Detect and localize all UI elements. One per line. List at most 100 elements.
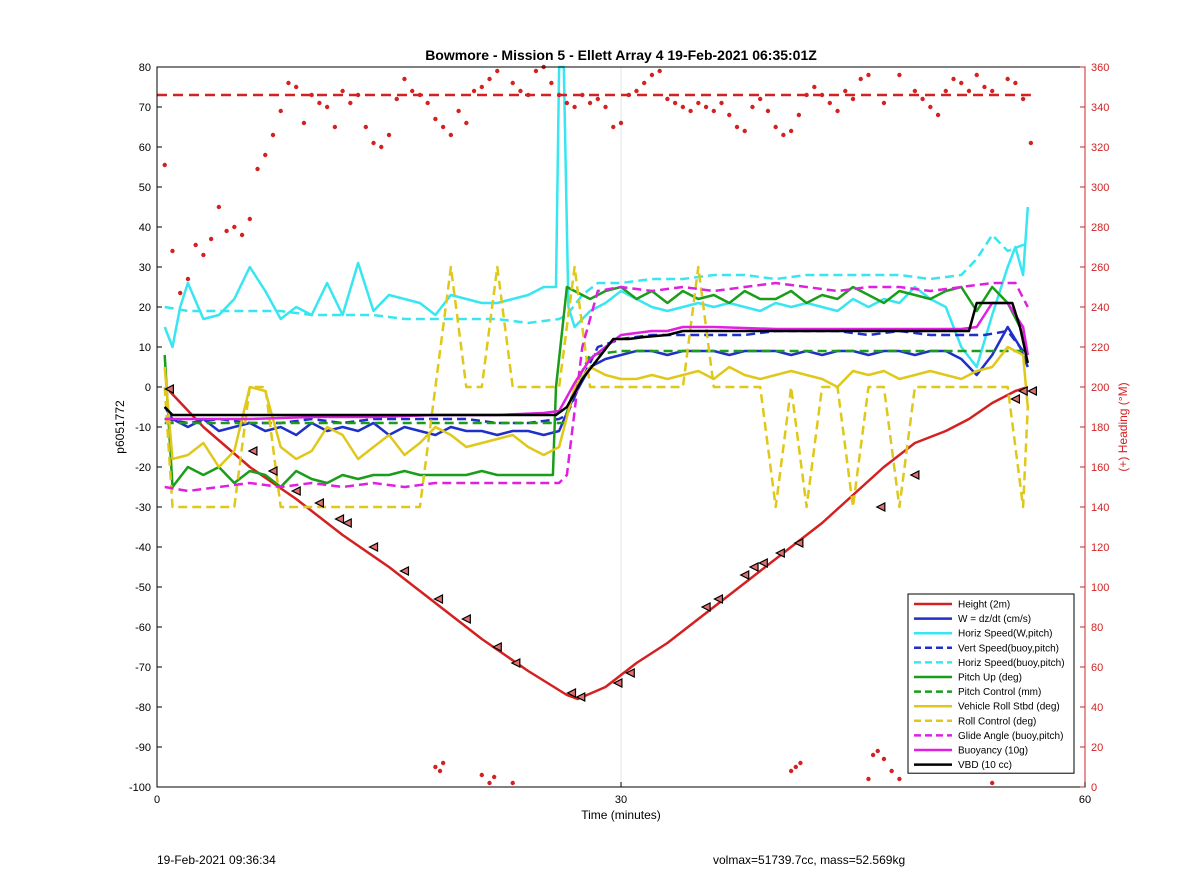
series-line-horiz-speed-buoy-pitch	[164, 233, 1029, 325]
heading-point	[410, 88, 415, 94]
waypoint-marker	[875, 502, 886, 512]
heading-point	[1028, 140, 1034, 146]
waypoint-marker	[774, 548, 785, 558]
left-tick-label: 10	[139, 342, 151, 354]
waypoint-marker	[1027, 386, 1038, 396]
heading-point	[897, 72, 902, 78]
heading-point	[793, 764, 798, 770]
waypoint-marker	[314, 498, 324, 508]
heading-point	[634, 88, 639, 94]
heading-point	[495, 68, 500, 74]
heading-point	[572, 104, 577, 110]
heading-point	[966, 88, 972, 94]
heading-point	[727, 112, 732, 118]
heading-point	[866, 72, 871, 78]
right-tick-label: 20	[1091, 742, 1103, 754]
waypoint-marker	[433, 594, 444, 604]
heading-point	[657, 68, 662, 74]
right-tick-label: 340	[1091, 102, 1109, 114]
waypoint-marker	[290, 486, 301, 496]
waypoint-marker	[793, 538, 804, 548]
bottom-axis: 0 30 60	[154, 782, 1091, 806]
left-axis: 80 70 60 50 40 30 20 10 0 -10 -20 -30 -40 -50 -60 -70 -8…	[129, 62, 162, 794]
heading-point	[201, 252, 206, 258]
heading-point	[301, 120, 307, 126]
series-line-buoyancy-10g	[164, 301, 1030, 421]
heading-point	[982, 84, 987, 90]
heading-point	[324, 104, 330, 110]
heading-point	[858, 76, 863, 82]
heading-point	[665, 96, 670, 102]
left-tick-label: -100	[129, 782, 151, 794]
heading-point	[990, 780, 995, 786]
heading-point	[355, 92, 361, 98]
waypoint-marker	[267, 466, 278, 476]
heading-point	[626, 92, 631, 98]
waypoint-marker	[575, 692, 586, 702]
heading-point	[340, 88, 345, 94]
heading-point	[796, 112, 802, 118]
heading-point	[440, 124, 446, 130]
waypoint-marker	[1010, 394, 1021, 404]
heading-point	[564, 100, 570, 106]
heading-point	[309, 92, 314, 98]
right-tick-label: 160	[1091, 462, 1109, 474]
heading-point	[479, 772, 484, 778]
legend-label: Glide Angle (buoy,pitch)	[958, 731, 1063, 742]
waypoint-marker	[566, 688, 577, 698]
left-tick-label: 50	[139, 182, 151, 194]
bottom-tick-label: 0	[154, 794, 160, 806]
right-tick-label: 280	[1091, 222, 1109, 234]
series-line-glide-angle-buoy-pitch	[164, 281, 1029, 493]
heading-point	[1013, 80, 1018, 86]
heading-point	[595, 96, 600, 102]
heading-point	[897, 776, 902, 782]
legend-label: Height (2m)	[958, 600, 1010, 611]
heading-point	[363, 124, 368, 130]
waypoint-marker	[713, 594, 724, 604]
series-line-vbd-10-cc	[163, 301, 1030, 417]
heading-point	[734, 124, 740, 130]
heading-point	[951, 76, 956, 82]
heading-point	[178, 290, 183, 296]
right-tick-label: 0	[1091, 782, 1097, 794]
right-tick-label: 40	[1091, 702, 1103, 714]
heading-point	[348, 100, 353, 106]
waypoint-marker	[510, 658, 521, 668]
legend-label: Horiz Speed(W,pitch)	[958, 629, 1052, 640]
heading-point	[798, 760, 803, 766]
waypoint-marker	[247, 446, 258, 456]
legend-label: Roll Control (deg)	[958, 716, 1036, 727]
x-axis-label: Time (minutes)	[581, 808, 661, 822]
legend-box	[907, 593, 1075, 774]
left-tick-label: -10	[135, 422, 151, 434]
series-layer	[163, 65, 1030, 701]
waypoint-marker	[491, 642, 502, 652]
heading-point	[881, 100, 887, 106]
heading-point	[417, 92, 423, 98]
left-tick-label: -40	[135, 542, 151, 554]
waypoint-marker	[700, 602, 711, 612]
marker-layer	[164, 384, 1038, 702]
right-axis-label: (+) Heading (°M)	[1116, 382, 1130, 471]
heading-point	[866, 776, 871, 782]
waypoint-marker	[341, 518, 352, 528]
heading-point	[773, 124, 778, 130]
heading-point	[255, 166, 260, 172]
heading-point	[928, 104, 933, 110]
legend: Height (2m) W = dz/dt (cm/s) Horiz Speed(W…	[907, 593, 1075, 774]
heading-point	[835, 108, 840, 114]
heading-point	[618, 120, 624, 126]
chart-title: Bowmore - Mission 5 - Ellett Array 4 19-…	[425, 47, 817, 63]
heading-point	[448, 132, 454, 138]
waypoint-marker	[334, 514, 345, 524]
heading-point	[162, 162, 167, 168]
heading-point	[719, 100, 724, 106]
heading-point	[959, 80, 964, 86]
heading-point	[580, 92, 585, 98]
legend-label: Vert Speed(buoy,pitch)	[958, 643, 1059, 654]
heading-point	[788, 128, 794, 134]
right-tick-label: 80	[1091, 622, 1103, 634]
heading-point	[603, 104, 608, 110]
waypoint-marker	[368, 542, 379, 552]
